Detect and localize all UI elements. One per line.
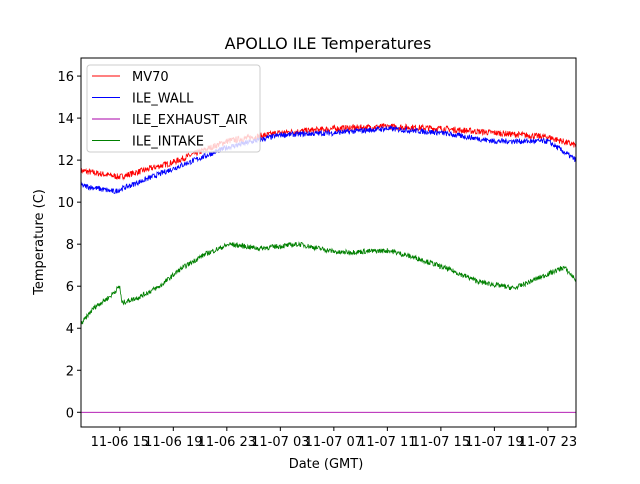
y-tick-label: 12 xyxy=(57,154,74,169)
y-tick-label: 14 xyxy=(57,112,74,127)
legend-box xyxy=(86,64,261,153)
y-tick-label: 2 xyxy=(66,364,74,379)
legend-label: MV70 xyxy=(132,70,169,85)
legend: MV70 ILE_WALL ILE_EXHAUST_AIR ILE_INTAKE xyxy=(86,64,261,153)
x-tick-label: 11-07 11 xyxy=(358,435,416,450)
x-tick-label: 11-07 15 xyxy=(412,435,470,450)
y-axis-label: Temperature (C) xyxy=(32,189,47,296)
y-tick-label: 6 xyxy=(66,280,74,295)
y-tick-label: 8 xyxy=(66,238,74,253)
series-line-ile-wall xyxy=(80,124,577,195)
x-axis-label: Date (GMT) xyxy=(289,457,364,472)
x-tick-label: 11-07 07 xyxy=(305,435,363,450)
legend-label: ILE_EXHAUST_AIR xyxy=(132,113,248,128)
y-tick-label: 0 xyxy=(66,406,74,421)
axes-frame xyxy=(80,57,577,428)
x-tick-label: 11-06 23 xyxy=(198,435,256,450)
x-tick-label: 11-07 19 xyxy=(465,435,523,450)
x-tick-label: 11-06 19 xyxy=(144,435,202,450)
y-tick-label: 16 xyxy=(57,70,74,85)
plot-lines xyxy=(80,122,577,413)
x-tick-label: 11-07 03 xyxy=(251,435,309,450)
legend-label: ILE_INTAKE xyxy=(132,135,204,150)
legend-label: ILE_WALL xyxy=(132,92,194,107)
series-line-ile-intake xyxy=(80,241,577,325)
y-tick-label: 4 xyxy=(66,322,74,337)
x-tick-label: 11-07 23 xyxy=(519,435,577,450)
chart-title: APOLLO ILE Temperatures xyxy=(225,34,432,53)
x-tick-label: 11-06 15 xyxy=(91,435,149,450)
y-tick-label: 10 xyxy=(57,196,74,211)
